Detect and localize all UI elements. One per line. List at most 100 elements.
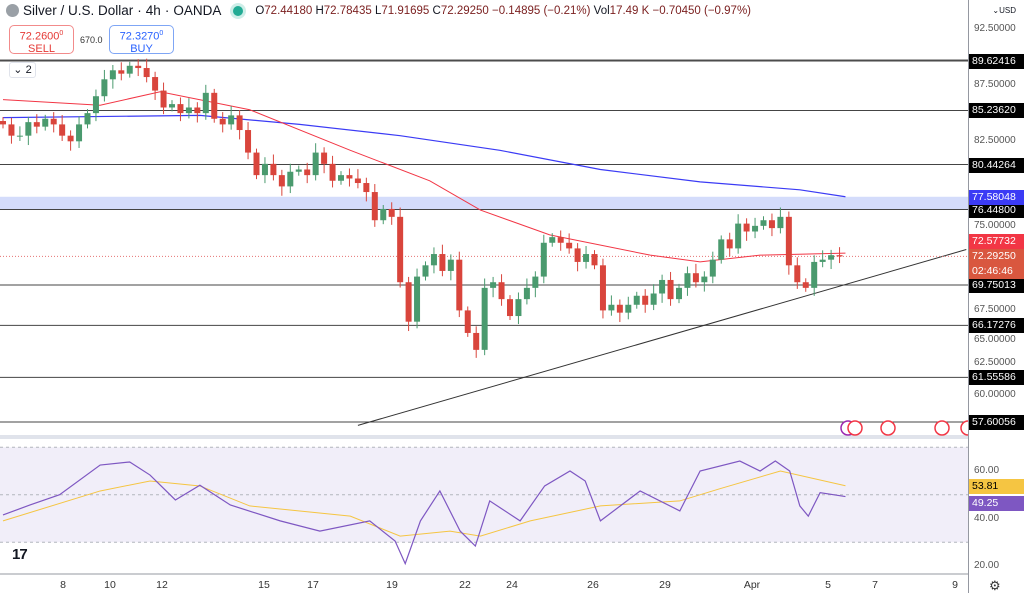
price-tick-label: 92.50000 [974,22,1016,34]
indicators-collapse-button[interactable]: ⌄ 2 [9,62,36,78]
chart-header: Silver / U.S. Dollar · 4h · OANDA O72.44… [0,0,968,60]
candle-up [76,124,83,142]
level-price-label: 57.60056 [969,415,1024,430]
candle-down [667,279,674,300]
resistance-zone [0,196,968,210]
price-tick-label: 75.00000 [974,219,1016,231]
candle-up [16,135,23,137]
buy-button[interactable]: 72.32700 BUY [109,25,174,55]
price-axis[interactable] [968,0,1024,593]
last-price-label: 72.29250 [969,249,1024,280]
spread: 670.0 [80,35,103,45]
candle-down [8,124,15,136]
candle-down [836,255,843,257]
price-tick-label: 62.50000 [974,357,1016,369]
ohlc-values: O72.44180 H72.78435 L71.91695 C72.29250 … [255,5,751,17]
candle-up [684,273,691,288]
buy-price: 72.3270 [119,30,160,43]
time-tick-label: 7 [872,579,878,591]
candle-down [591,254,598,266]
candle-up [735,223,742,249]
separator: · [164,3,170,18]
candle-down [574,248,581,262]
candle-up [380,208,387,221]
candle-down [152,77,159,91]
candle-down [388,208,395,217]
currency-select[interactable]: USD ⌄ [972,3,1020,21]
candle-up [515,299,522,317]
candle-up [625,304,632,313]
low-value: 71.91695 [381,4,430,17]
candle-down [616,304,623,313]
sell-price-sup: 0 [59,30,64,37]
candle-up [709,259,716,277]
time-tick-label: 12 [156,579,168,591]
indicator-count: 2 [25,64,32,76]
symbol-title: Silver / U.S. Dollar · 4h · OANDA O72.44… [6,3,751,18]
candle-up [718,239,725,260]
candle-up [540,242,547,277]
candle-down [211,92,218,119]
time-tick-label: 19 [386,579,398,591]
candle-down [566,242,573,249]
candle-down [321,152,328,164]
bar-countdown-label: 02:46:46 [972,265,1013,278]
candle-up [287,171,294,187]
candle-up [490,282,497,288]
candle-up [126,65,133,74]
high-label: H [315,4,324,17]
candle-down [498,282,505,300]
level-price-label: 89.62416 [969,54,1024,69]
settings-icon[interactable]: ⚙ [989,578,1001,593]
price-tick-label: 65.00000 [974,334,1016,346]
candle-up [261,163,268,176]
candle-down [363,183,370,193]
time-tick-label: 8 [60,579,66,591]
candle-down [33,122,40,127]
candle-up [828,255,835,260]
candle-up [633,295,640,305]
candle-up [777,216,784,229]
ma50-line [2,91,846,263]
time-tick-label: 29 [659,579,671,591]
candle-down [473,332,480,350]
candle-down [270,163,277,176]
candle-up [701,276,708,283]
candle-up [752,225,759,232]
candle-down [371,192,378,221]
time-tick-label: Apr [743,579,761,591]
symbol-name[interactable]: Silver / U.S. Dollar [23,3,134,18]
candle-up [676,287,682,300]
candle-down [726,239,733,249]
candle-down [67,135,74,142]
candle-down [50,118,57,125]
silver-logo-icon [6,4,19,17]
candle-down [304,169,311,176]
candle-down [802,282,809,288]
candle-down [464,310,471,333]
candle-down [456,259,463,311]
candle-up [202,92,209,114]
candle-down [329,163,336,181]
candle-down [236,115,243,131]
candle-down [439,254,446,271]
rsi-ma-value-label: 53.81 [969,478,1024,494]
candle-up [92,96,99,114]
candle-down [245,130,252,153]
tradingview-logo[interactable]: 17 [12,546,28,563]
candle-up [185,107,192,114]
candle-up [659,279,666,294]
sell-button[interactable]: 72.26000 SELL [9,25,74,55]
close-value: 72.29250 [440,4,489,17]
level-price-label: 76.44800 [969,202,1024,218]
rsi-value-label: 49.25 [969,495,1024,511]
candle-down [253,152,260,176]
event-us-flag-icon [847,420,863,436]
candle-down [794,265,801,283]
candle-down [160,90,167,108]
level-price-label: 69.75013 [969,278,1024,294]
timeframe[interactable]: 4h [145,3,161,18]
candle-up [583,254,590,262]
price-chart[interactable] [0,0,968,593]
candle-down [278,175,285,187]
